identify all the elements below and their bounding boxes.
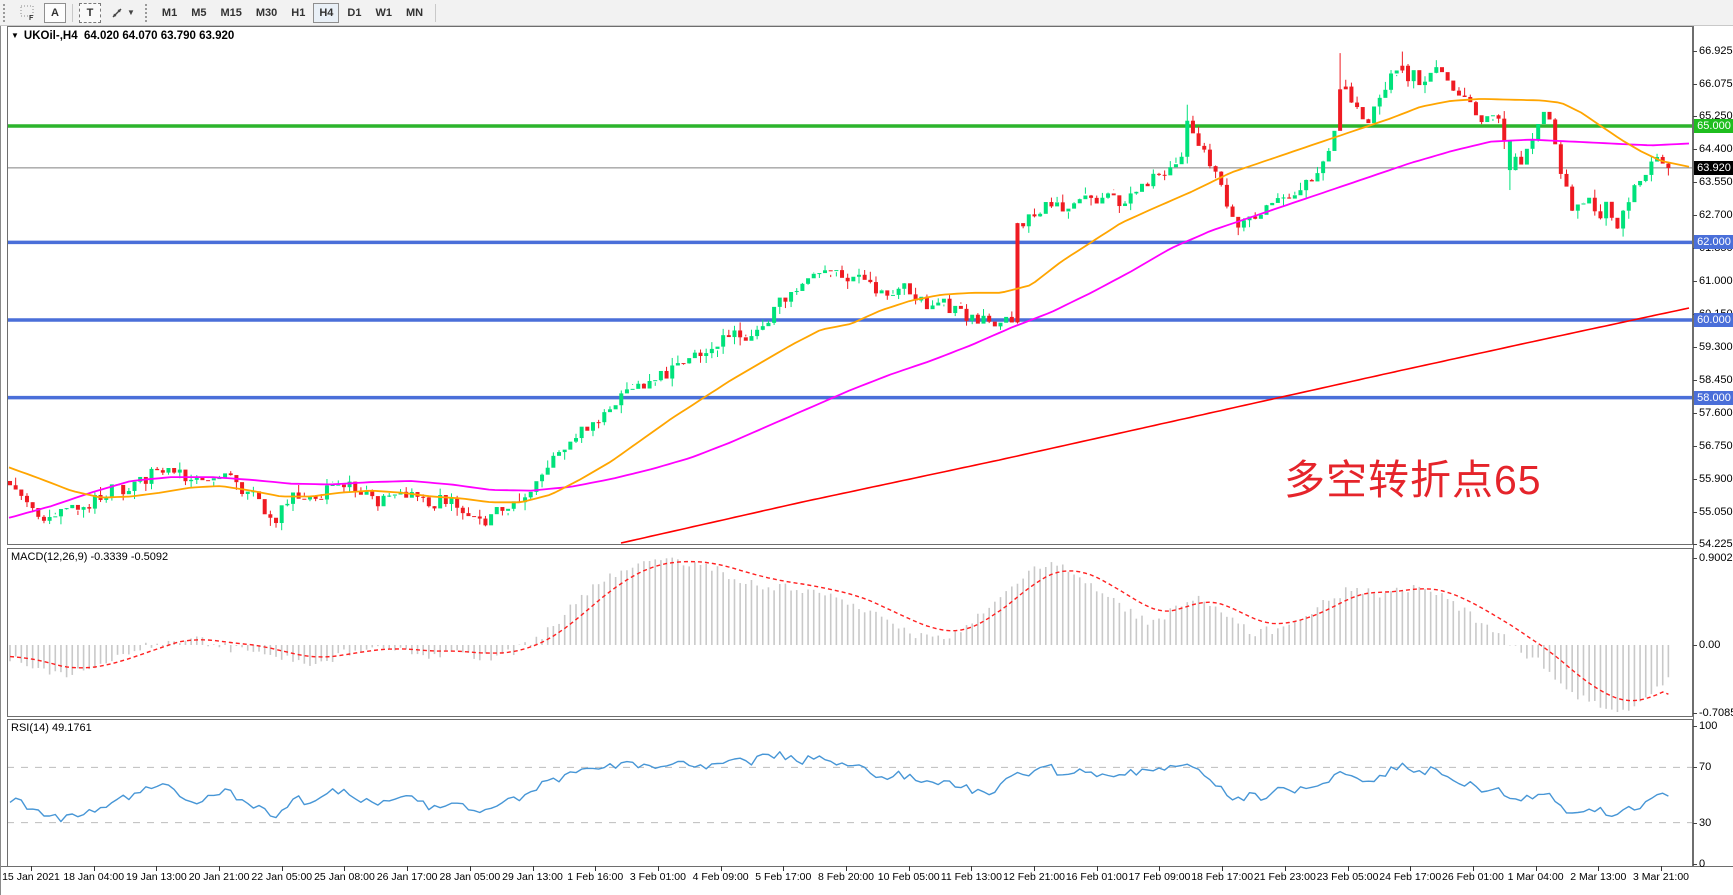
- timeframe-button-d1[interactable]: D1: [341, 3, 367, 23]
- timeframe-button-h1[interactable]: H1: [285, 3, 311, 23]
- toolbar: F A T ▼ M1 M5 M15 M30 H1 H4 D1 W1 MN: [0, 0, 1733, 26]
- timeframe-button-m1[interactable]: M1: [156, 3, 183, 23]
- diagonal-arrows-button[interactable]: ▼: [103, 3, 141, 23]
- toolbar-separator: [72, 3, 73, 22]
- diagonal-arrows-icon: [112, 8, 122, 17]
- toolbar-grip[interactable]: [3, 3, 9, 22]
- timeframe-button-h4[interactable]: H4: [313, 2, 340, 23]
- chart-grid-f-icon[interactable]: F: [14, 3, 42, 23]
- timeframe-button-m15[interactable]: M15: [214, 3, 247, 23]
- chart-window: ▼ UKOil-,H4 64.020 64.070 63.790 63.920 M…: [0, 26, 1733, 895]
- svg-text:F: F: [29, 15, 34, 21]
- toolbar-separator: [435, 3, 437, 22]
- chart-canvas[interactable]: [1, 26, 1733, 895]
- text-label-a-button[interactable]: A: [44, 2, 66, 23]
- timeframe-button-mn[interactable]: MN: [400, 3, 429, 23]
- toolbar-grip[interactable]: [144, 3, 151, 22]
- grid-f-icon: F: [20, 5, 34, 21]
- timeframe-button-m30[interactable]: M30: [250, 3, 283, 23]
- text-tool-t-button[interactable]: T: [79, 2, 101, 23]
- timeframe-button-w1[interactable]: W1: [369, 3, 398, 23]
- timeframe-button-m5[interactable]: M5: [185, 3, 212, 23]
- dropdown-caret-icon: ▼: [127, 8, 135, 17]
- timeframe-group: M1 M5 M15 M30 H1 H4 D1 W1 MN: [155, 2, 430, 23]
